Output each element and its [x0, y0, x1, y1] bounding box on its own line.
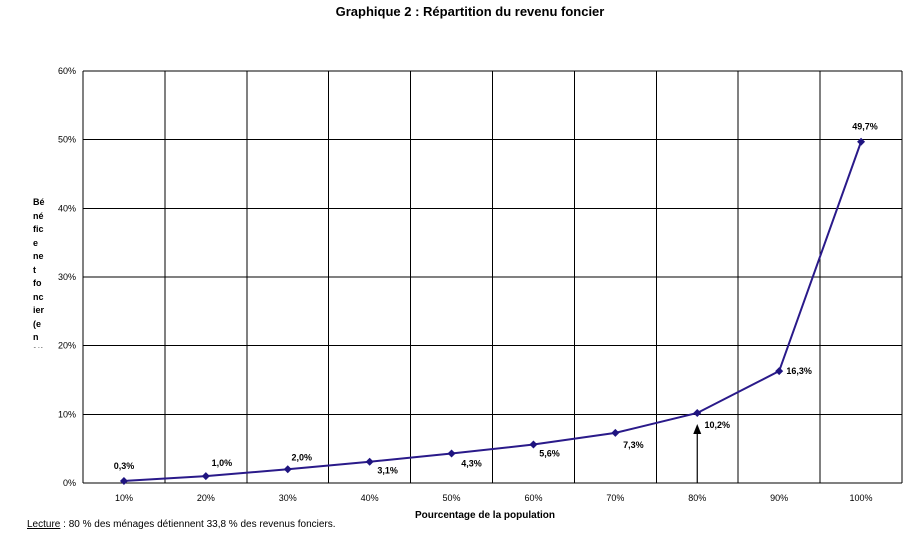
data-label: 2,0% [291, 452, 312, 462]
x-tick-label: 20% [197, 493, 215, 503]
x-tick-label: 10% [115, 493, 133, 503]
y-axis-label: Bé né fic e ne t fo nc ier (e n%) [33, 196, 55, 348]
data-label: 4,3% [461, 458, 482, 468]
y-axis-label-fragment: nc [33, 291, 44, 302]
data-point [529, 440, 538, 449]
data-label: 7,3% [623, 440, 644, 450]
grid-lines [82, 70, 903, 484]
y-tick-label: 30% [58, 272, 76, 282]
y-tick-label: 40% [58, 203, 76, 213]
data-label: 3,1% [377, 466, 398, 476]
data-label: 10,2% [704, 420, 730, 430]
data-point [447, 449, 456, 458]
data-point [119, 476, 128, 485]
x-axis-ticks: 10% 20% 30% 40% 50% 60% 70% 80% 90% 100% [115, 493, 873, 503]
note-text: : 80 % des ménages détiennent 33,8 % des… [60, 519, 336, 530]
data-label: 5,6% [539, 449, 560, 459]
y-axis-label-fragment: né [33, 210, 44, 221]
x-tick-label: 60% [524, 493, 542, 503]
y-axis-label-fragment: ne [33, 251, 44, 261]
x-tick-label: 100% [850, 493, 873, 503]
y-axis-label-fragment: Bé [33, 197, 45, 207]
y-tick-label: 0% [63, 478, 76, 488]
y-axis-label-fragment: fic [33, 224, 44, 234]
y-axis-label-fragment: (e [33, 318, 42, 329]
y-tick-label: 50% [58, 135, 76, 145]
data-point [201, 472, 210, 481]
data-point [283, 465, 292, 474]
x-tick-label: 70% [606, 493, 624, 503]
chart-title: Graphique 2 : Répartition du revenu fonc… [335, 4, 605, 19]
data-point [857, 137, 866, 146]
x-axis-label: Pourcentage de la population [415, 510, 556, 521]
x-tick-label: 80% [688, 493, 706, 503]
y-axis-ticks: 0% 10% 20% 30% 40% 50% 60% [58, 66, 76, 488]
series-polyline [123, 141, 862, 482]
note-label: Lecture [27, 519, 61, 530]
arrow-head [693, 423, 702, 434]
x-tick-label: 40% [361, 493, 379, 503]
y-axis-label-fragment: ier [33, 305, 45, 315]
y-axis-label-fragment: fo [33, 278, 42, 288]
data-label: 0,3% [114, 461, 135, 471]
annotation-arrow [693, 423, 702, 483]
y-axis-label-fragment: %) [33, 345, 55, 349]
data-label: 16,3% [786, 366, 812, 376]
y-tick-label: 60% [58, 66, 76, 76]
x-tick-label: 30% [279, 493, 297, 503]
data-label: 1,0% [212, 458, 233, 468]
series-line [119, 137, 866, 485]
y-tick-label: 10% [58, 409, 76, 419]
data-label: 49,7% [852, 122, 878, 132]
data-point [775, 367, 784, 376]
reading-note: Lecture : 80 % des ménages détiennent 33… [27, 518, 347, 531]
data-labels: 0,3% 1,0% 2,0% 3,1% 4,3% 5,6% 7,3% 10,2% 16,3% 49… [114, 122, 878, 476]
y-tick-label: 20% [58, 341, 76, 351]
y-axis-label-fragment: t [33, 264, 36, 275]
data-point [611, 428, 620, 437]
y-axis-label-fragment: e [33, 237, 39, 248]
y-axis-label-fragment: n [33, 332, 39, 342]
x-tick-label: 50% [443, 493, 461, 503]
data-point [693, 408, 702, 417]
data-point [365, 457, 374, 466]
x-tick-label: 90% [770, 493, 788, 503]
